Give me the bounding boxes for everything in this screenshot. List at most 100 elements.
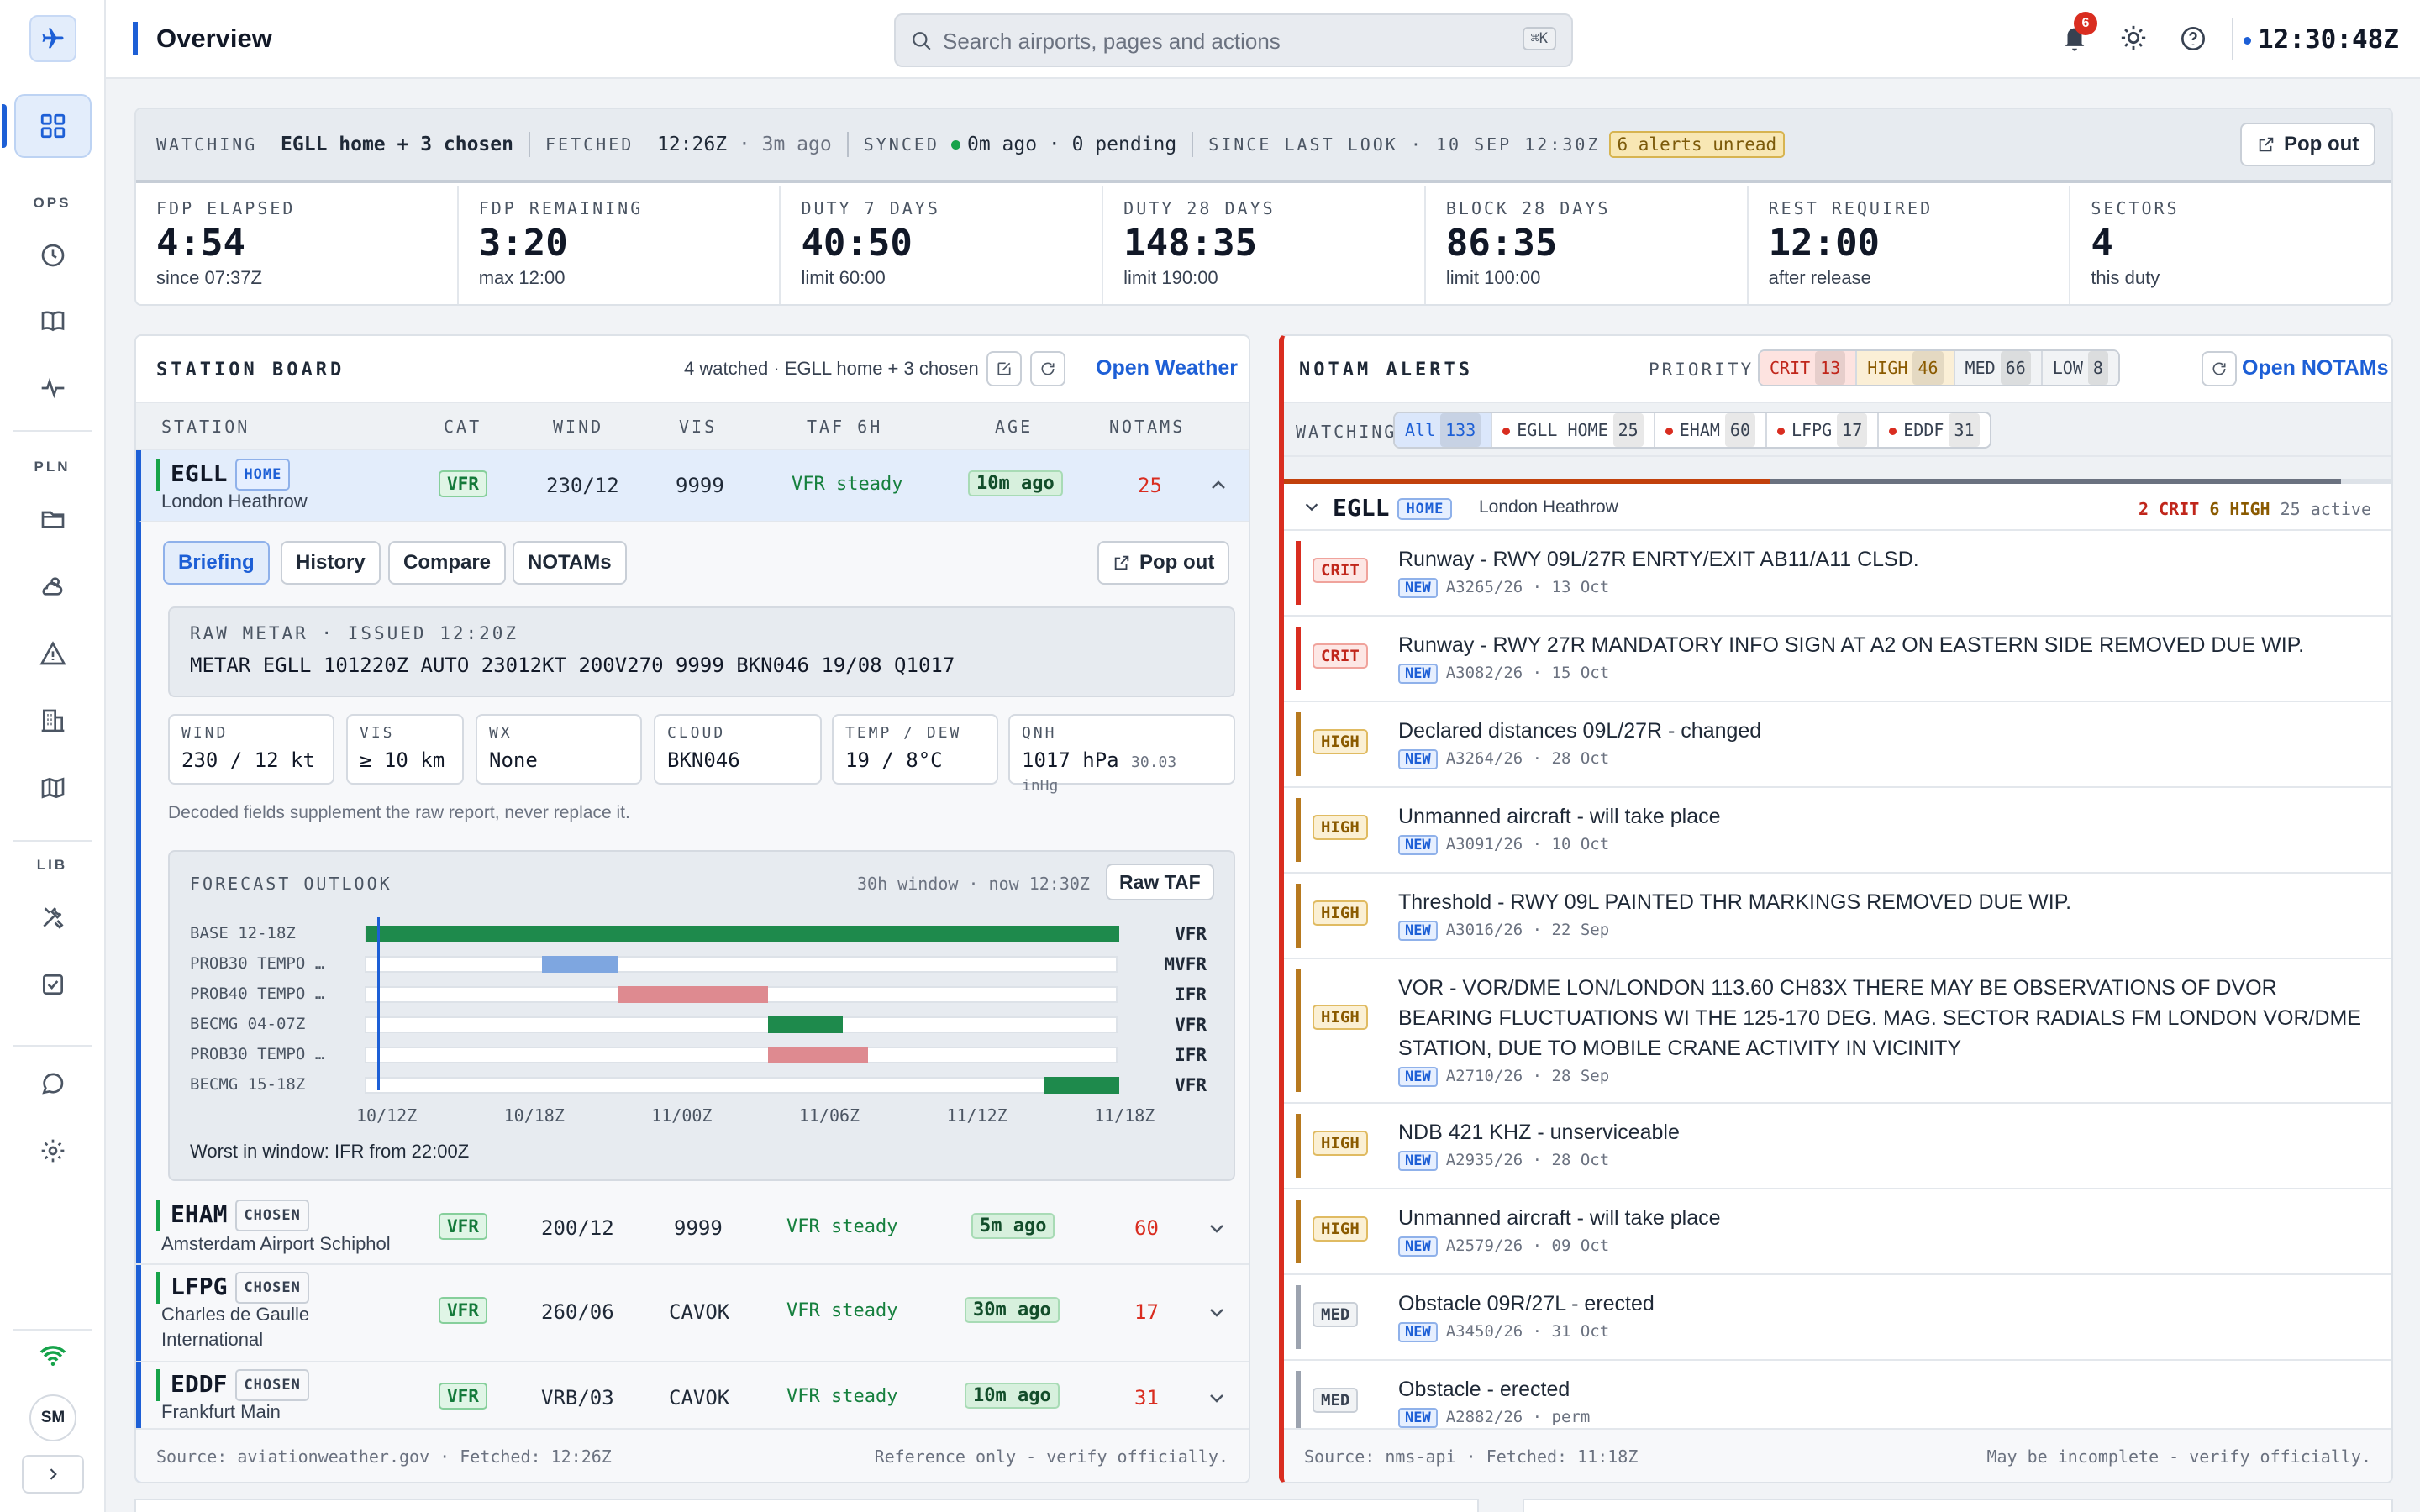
detail-pop-out-button[interactable]: Pop out xyxy=(1097,541,1230,585)
sidebar-item-duty-clock[interactable] xyxy=(14,223,92,287)
priority-stripe xyxy=(1296,1285,1301,1349)
notam-item[interactable]: CRIT Runway - RWY 27R MANDATORY INFO SIGN… xyxy=(1284,617,2391,702)
forecast-bar[interactable] xyxy=(366,926,1119,942)
station-filter: All 133 EGLL HOME 25 EHAM 60 LFPG 17 EDDF 31 xyxy=(1393,412,1991,449)
sidebar-item-files[interactable] xyxy=(14,487,92,551)
pulse-icon xyxy=(41,377,65,399)
search-icon xyxy=(911,30,933,52)
duty-stats: FDP ELAPSED 4:54 since 07:37Z FDP REMAININ… xyxy=(136,186,2391,304)
sidebar-item-weather[interactable] xyxy=(14,554,92,618)
priority-badge: CRIT xyxy=(1313,558,1368,583)
notam-item[interactable]: MED Obstacle 09R/27L - erected NEW A3450/26… xyxy=(1284,1275,2391,1361)
tab-notams[interactable]: NOTAMs xyxy=(513,541,627,585)
station-row-lfpg[interactable]: LFPG CHOSEN Charles de Gaulle Internationa… xyxy=(136,1265,1249,1362)
notam-item[interactable]: HIGH VOR - VOR/DME LON/LONDON 113.60 CH83… xyxy=(1284,959,2391,1104)
notam-item[interactable]: HIGH Threshold - RWY 09L PAINTED THR MARK… xyxy=(1284,874,2391,959)
station-row-egll[interactable]: EGLL HOME London Heathrow VFR 230/12 9999… xyxy=(136,450,1249,522)
sidebar-item-chat[interactable] xyxy=(14,1052,92,1116)
station-row-eham[interactable]: EHAM CHOSEN Amsterdam Airport Schiphol VF… xyxy=(136,1191,1249,1265)
forecast-tick-label: 11/18Z xyxy=(1094,1105,1155,1126)
chevron-down-icon[interactable] xyxy=(1207,1218,1227,1238)
raw-metar-box: RAW METAR · ISSUED 12:20Z METAR EGLL 101… xyxy=(168,606,1235,697)
pop-out-button[interactable]: Pop out xyxy=(2240,123,2376,166)
help-icon[interactable] xyxy=(2180,25,2207,52)
duty-status-card: WATCHING EGLL home + 3 chosen FETCHED 12… xyxy=(134,108,2393,306)
filter-eham[interactable]: EHAM 60 xyxy=(1655,413,1767,447)
edit-stations-button[interactable] xyxy=(986,351,1022,386)
forecast-bar[interactable] xyxy=(767,1016,844,1033)
search-input[interactable] xyxy=(943,25,1514,57)
notam-item[interactable]: HIGH Unmanned aircraft - will take place N… xyxy=(1284,1189,2391,1275)
filter-egll[interactable]: EGLL HOME 25 xyxy=(1492,413,1655,447)
metar-header: RAW METAR · ISSUED 12:20Z xyxy=(190,623,519,643)
notam-item[interactable]: HIGH NDB 421 KHZ - unserviceable NEW A2935/… xyxy=(1284,1104,2391,1189)
notam-meta: NEW A3265/26 · 13 Oct xyxy=(1398,578,1609,598)
avatar[interactable]: SM xyxy=(29,1394,76,1441)
priority-low-filter[interactable]: LOW 8 xyxy=(2042,351,2118,385)
refresh-notams-button[interactable] xyxy=(2202,351,2237,386)
sidebar-item-activity[interactable] xyxy=(14,356,92,420)
notam-meta: NEW A3016/26 · 22 Sep xyxy=(1398,921,1609,941)
chevron-down-icon[interactable] xyxy=(1207,1388,1227,1408)
open-notams-link[interactable]: Open NOTAMs xyxy=(2242,356,2389,380)
forecast-track xyxy=(365,1047,1118,1063)
forecast-bar[interactable] xyxy=(767,1047,869,1063)
chevron-down-icon[interactable] xyxy=(1207,1302,1227,1322)
forecast-bar[interactable] xyxy=(617,986,768,1003)
chevron-up-icon[interactable] xyxy=(1208,475,1228,496)
search-box[interactable]: ⌘K xyxy=(894,13,1573,67)
forecast-bar[interactable] xyxy=(542,956,618,973)
priority-badge: HIGH xyxy=(1313,1216,1368,1242)
notam-item[interactable]: HIGH Declared distances 09L/27R - changed… xyxy=(1284,702,2391,788)
priority-high-filter[interactable]: HIGH 46 xyxy=(1857,351,1955,385)
chevron-down-icon[interactable] xyxy=(1302,497,1321,516)
tab-compare[interactable]: Compare xyxy=(388,541,507,585)
decoded-vis: VIS ≥ 10 km xyxy=(346,714,464,785)
station-code: LFPG CHOSEN xyxy=(156,1272,309,1304)
sidebar: OPS PLN LIB SM xyxy=(0,0,106,1512)
stat-duty-7-days: DUTY 7 DAYS 40:50 limit 60:00 xyxy=(781,186,1104,304)
theme-sun-icon[interactable] xyxy=(2119,24,2148,52)
station-code: EHAM CHOSEN xyxy=(156,1200,309,1231)
sidebar-item-logbook[interactable] xyxy=(14,289,92,353)
forecast-row-category: VFR xyxy=(1175,924,1207,944)
tab-history[interactable]: History xyxy=(281,541,381,585)
sidebar-item-checklists[interactable] xyxy=(14,953,92,1016)
watching-filter-bar: WATCHING All 133 EGLL HOME 25 EHAM 60 LFPG 1… xyxy=(1284,403,2391,457)
open-weather-link[interactable]: Open Weather xyxy=(1096,356,1239,380)
sidebar-item-alerts[interactable] xyxy=(14,622,92,685)
chosen-tag: CHOSEN xyxy=(235,1369,309,1401)
raw-taf-button[interactable]: Raw TAF xyxy=(1106,864,1214,900)
notam-meta: NEW A3091/26 · 10 Oct xyxy=(1398,835,1609,855)
sidebar-item-overview[interactable] xyxy=(2,94,92,158)
stat-fdp-elapsed: FDP ELAPSED 4:54 since 07:37Z xyxy=(136,186,459,304)
home-tag: HOME xyxy=(235,459,291,491)
filter-all[interactable]: All 133 xyxy=(1395,413,1493,447)
filter-lfpg[interactable]: LFPG 17 xyxy=(1767,413,1880,447)
notam-item[interactable]: HIGH Unmanned aircraft - will take place N… xyxy=(1284,788,2391,874)
sidebar-item-tools[interactable] xyxy=(14,885,92,949)
wind: 260/06 xyxy=(541,1300,614,1324)
metar-text[interactable]: METAR EGLL 101220Z AUTO 23012KT 200V270 … xyxy=(190,654,955,677)
alerts-unread-badge[interactable]: 6 alerts unread xyxy=(1608,131,1786,158)
sidebar-item-airports[interactable] xyxy=(14,689,92,753)
notam-group-egll[interactable]: EGLL HOME London Heathrow 2 CRIT 6 HIGH 2… xyxy=(1284,484,2391,531)
group-name: London Heathrow xyxy=(1479,497,1618,517)
notam-meta: NEW A2579/26 · 09 Oct xyxy=(1398,1236,1609,1257)
expand-sidebar-button[interactable] xyxy=(22,1455,84,1494)
app-logo-plane-icon[interactable] xyxy=(29,15,76,62)
priority-crit-filter[interactable]: CRIT 13 xyxy=(1760,351,1858,385)
sidebar-item-map[interactable] xyxy=(14,756,92,820)
sidebar-item-settings[interactable] xyxy=(14,1119,92,1183)
forecast-bar[interactable] xyxy=(1044,1077,1119,1094)
decoded-temp-dew: TEMP / DEW 19 / 8°C xyxy=(832,714,998,785)
tab-briefing[interactable]: Briefing xyxy=(163,541,270,585)
notam-id-date: A2710/26 · 28 Sep xyxy=(1445,1067,1610,1085)
priority-med-filter[interactable]: MED 66 xyxy=(1954,351,2043,385)
filter-eddf[interactable]: EDDF 31 xyxy=(1879,413,1989,447)
notam-item[interactable]: CRIT Runway - RWY 09L/27R ENRTY/EXIT AB11… xyxy=(1284,531,2391,617)
refresh-weather-button[interactable] xyxy=(1030,351,1065,386)
col-vis: VIS xyxy=(679,417,718,437)
station-row-eddf[interactable]: EDDF CHOSEN Frankfurt Main VFR VRB/03 CAV… xyxy=(136,1362,1249,1435)
search-shortcut-hint: ⌘K xyxy=(1522,27,1556,50)
